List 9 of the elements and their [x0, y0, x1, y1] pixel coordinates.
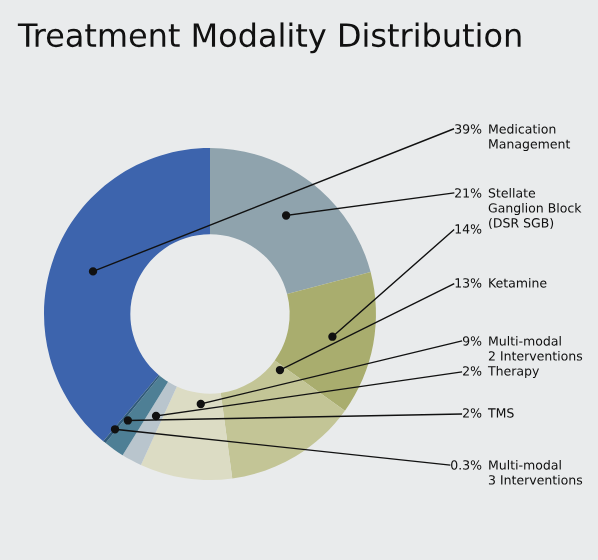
donut-slice: [140, 386, 233, 480]
donut-slice: [105, 375, 169, 456]
chart-title: Treatment Modality Distribution: [17, 22, 521, 54]
donut-slice: [122, 381, 177, 465]
donut-slice: [210, 148, 371, 294]
donut-slice: [103, 375, 160, 444]
donut-slice: [274, 272, 376, 411]
donut-slice: [220, 360, 345, 479]
donut-slice: [44, 148, 210, 442]
